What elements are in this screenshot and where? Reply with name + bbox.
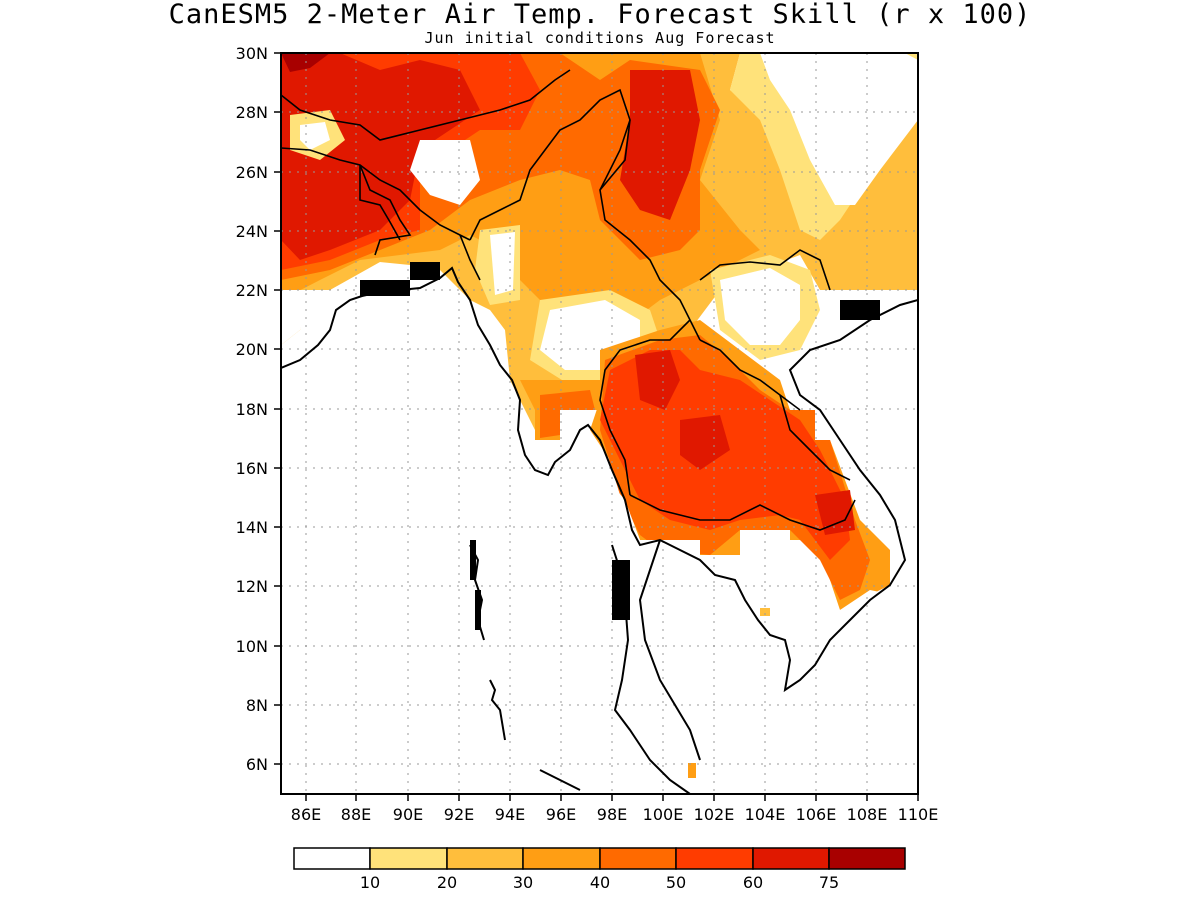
lat-label: 22N — [236, 281, 268, 300]
colorbar-label: 40 — [590, 873, 610, 892]
lat-label: 14N — [236, 518, 268, 537]
mask-upper-west — [281, 290, 340, 345]
lat-label: 24N — [236, 222, 268, 241]
delta-islands — [360, 262, 880, 630]
colorbar-label: 75 — [819, 873, 839, 892]
skill-hole-bay-white — [490, 232, 515, 295]
map-frame — [280, 52, 919, 795]
lon-label: 98E — [597, 805, 627, 824]
lon-label: 96E — [546, 805, 576, 824]
lon-label: 94E — [495, 805, 525, 824]
lon-label: 100E — [643, 805, 684, 824]
skill-region-south-max3 — [815, 490, 855, 535]
lon-label: 88E — [341, 805, 371, 824]
colorbar-label: 20 — [437, 873, 457, 892]
skill-hole-laos-white — [720, 268, 800, 345]
lat-tick-labels: 6N 8N 10N 12N 14N 16N 18N 20N 22N 24N 26… — [236, 44, 268, 774]
lat-label: 16N — [236, 459, 268, 478]
skill-hole-nw-white — [300, 122, 330, 150]
skill-region-north-core2 — [620, 70, 700, 220]
colorbar-swatch — [599, 847, 677, 870]
colorbar-swatch — [752, 847, 830, 870]
skill-region-northwest-core — [281, 53, 480, 260]
skill-hole-ne-white — [760, 53, 918, 205]
country-borders — [281, 69, 856, 531]
lon-label: 108E — [847, 805, 888, 824]
skill-shading — [281, 53, 918, 794]
lat-label: 10N — [236, 637, 268, 656]
colorbar-swatch — [522, 847, 601, 870]
lat-label: 6N — [246, 755, 268, 774]
lat-label: 8N — [246, 696, 268, 715]
colorbar-swatch — [446, 847, 524, 870]
map-title: CanESM5 2-Meter Air Temp. Forecast Skill… — [168, 0, 1032, 30]
lat-label: 20N — [236, 340, 268, 359]
colorbar-label: 10 — [360, 873, 380, 892]
skill-region-south-max1 — [635, 350, 680, 410]
mask-ocean-west — [281, 290, 918, 794]
tick-marks — [274, 52, 919, 801]
skill-region-mid-red — [540, 390, 595, 438]
skill-small-se — [760, 608, 770, 616]
skill-small-south — [688, 763, 696, 778]
colorbar: 10 20 30 40 50 60 75 — [293, 847, 906, 892]
lon-grid — [305, 53, 868, 794]
map-subtitle: Jun initial conditions Aug Forecast — [424, 29, 776, 47]
colorbar-label: 30 — [513, 873, 533, 892]
lon-label: 86E — [291, 805, 321, 824]
lat-label: 26N — [236, 163, 268, 182]
colorbar-label: 60 — [743, 873, 763, 892]
lon-label: 110E — [898, 805, 939, 824]
colorbar-swatch — [828, 847, 906, 870]
colorbar-label: 50 — [666, 873, 686, 892]
colorbar-swatch — [293, 847, 371, 870]
lon-tick-labels: 86E 88E 90E 92E 94E 96E 98E 100E 102E 10… — [291, 805, 939, 824]
skill-region-south-max2 — [680, 415, 730, 470]
lon-label: 106E — [796, 805, 837, 824]
colorbar-swatch — [369, 847, 448, 870]
lat-label: 30N — [236, 44, 268, 63]
lon-label: 92E — [444, 805, 474, 824]
lon-label: 104E — [745, 805, 786, 824]
colorbar-swatch — [675, 847, 754, 870]
lat-label: 28N — [236, 103, 268, 122]
skill-hole-north-center — [410, 140, 480, 205]
lon-label: 102E — [694, 805, 735, 824]
lat-label: 18N — [236, 400, 268, 419]
lat-label: 12N — [236, 577, 268, 596]
lon-label: 90E — [393, 805, 423, 824]
